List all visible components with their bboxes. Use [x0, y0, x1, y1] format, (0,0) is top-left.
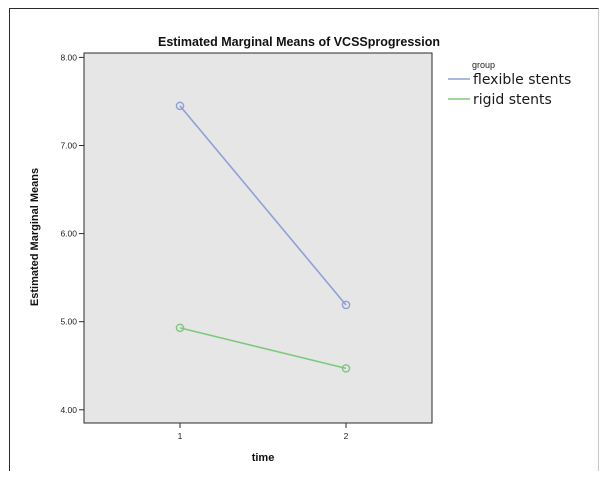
y-axis: 4.00 5.00 6.00 7.00 8.00 — [60, 52, 84, 415]
x-tick-label: 2 — [344, 431, 349, 441]
series-line-1 — [179, 105, 347, 306]
data-point — [175, 101, 185, 111]
data-point — [175, 323, 185, 333]
chart-frame — [9, 8, 599, 471]
legend: group flexible stents rigid stents — [448, 60, 571, 108]
y-tick-label: 4.00 — [60, 405, 77, 415]
x-tick-label: 1 — [178, 431, 183, 441]
y-tick-label: 6.00 — [60, 229, 77, 239]
chart-title: Estimated Marginal Means of VCSSprogress… — [158, 35, 440, 49]
y-tick-label: 5.00 — [60, 317, 77, 327]
plot-area — [83, 52, 433, 424]
y-tick-label: 7.00 — [60, 141, 77, 151]
x-axis-label: time — [252, 452, 275, 464]
y-tick-label: 8.00 — [60, 52, 77, 62]
data-point — [341, 364, 351, 373]
y-axis-label: Estimated Marginal Means — [29, 168, 41, 306]
data-point — [341, 300, 351, 310]
series-line-2 — [179, 327, 347, 370]
legend-label: flexible stents — [473, 72, 571, 88]
series-layer — [175, 101, 351, 373]
legend-label: rigid stents — [473, 92, 552, 108]
legend-title: group — [472, 60, 495, 70]
